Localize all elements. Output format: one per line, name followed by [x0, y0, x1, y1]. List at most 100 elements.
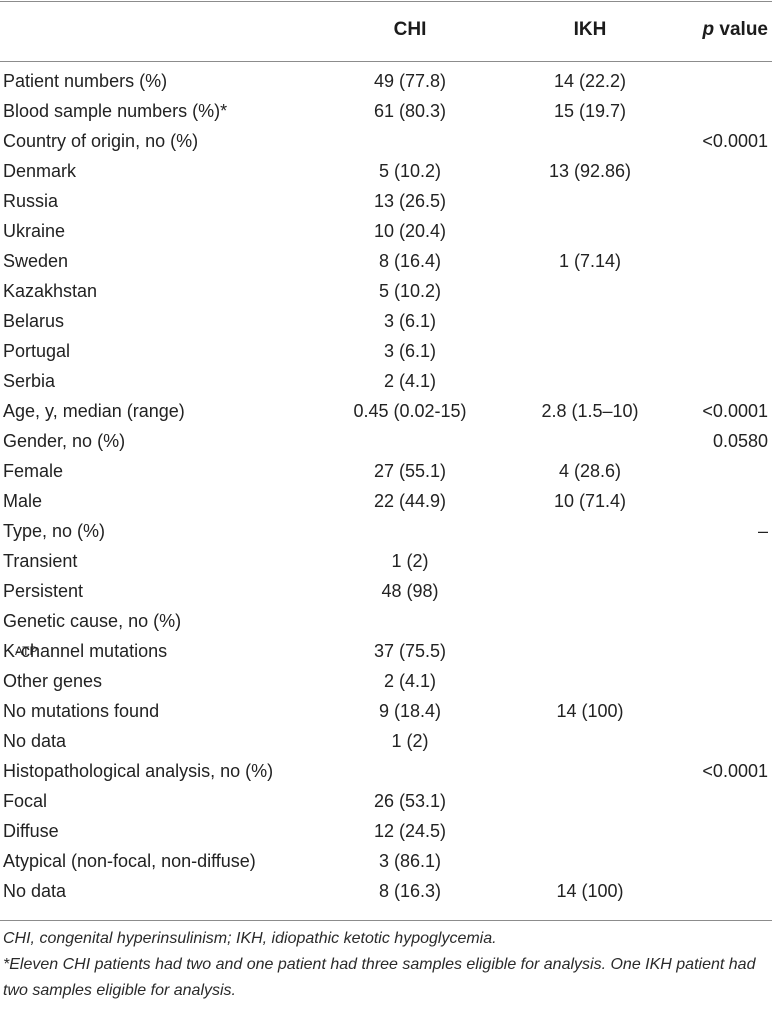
table-row: Portugal 3 (6.1): [0, 336, 772, 366]
p-value-text: value: [714, 19, 768, 40]
table-row: Denmark 5 (10.2) 13 (92.86): [0, 156, 772, 186]
table-row: Diffuse 12 (24.5): [0, 816, 772, 846]
row-label: Other genes: [3, 671, 103, 691]
cell-chi: 1 (2): [391, 551, 429, 571]
row-label: Kazakhstan: [3, 281, 98, 301]
row-label-subscript: ATP: [15, 644, 38, 658]
row-label: Belarus: [3, 311, 65, 331]
table-row: Atypical (non-focal, non-diffuse) 3 (86.1…: [0, 846, 772, 876]
row-label: Denmark: [3, 161, 77, 181]
table-row: No data 8 (16.3) 14 (100): [0, 876, 772, 906]
cell-ikh: 14 (22.2): [553, 71, 627, 91]
column-header-p-value: p value: [660, 15, 768, 45]
table-row: Patient numbers (%) 49 (77.8) 14 (22.2): [0, 66, 772, 96]
cell-ikh: 2.8 (1.5–10): [541, 401, 639, 421]
column-header-ikh: IKH: [573, 19, 607, 40]
cell-p-value: <0.0001: [702, 401, 768, 421]
p-symbol: p: [702, 19, 715, 40]
cell-ikh: 15 (19.7): [553, 101, 627, 121]
cell-chi: 3 (6.1): [383, 311, 437, 331]
table-row: Age, y, median (range) 0.45 (0.02-15) 2.8 …: [0, 396, 772, 426]
table-row: Focal 26 (53.1): [0, 786, 772, 816]
table-row: Transient 1 (2): [0, 546, 772, 576]
row-label: Portugal: [3, 341, 71, 361]
table-bottom-rule: [0, 920, 772, 921]
cell-chi: 26 (53.1): [373, 791, 447, 811]
row-label: Focal: [3, 791, 48, 811]
cell-chi: 48 (98): [381, 581, 439, 601]
cell-chi: 2 (4.1): [383, 671, 437, 691]
table-row: Serbia 2 (4.1): [0, 366, 772, 396]
cell-p-value: –: [757, 521, 768, 541]
table-row: Ukraine 10 (20.4): [0, 216, 772, 246]
header-rule: [0, 61, 772, 62]
cell-chi: 5 (10.2): [378, 281, 442, 301]
table-body: Patient numbers (%) 49 (77.8) 14 (22.2) Blo…: [0, 66, 772, 906]
table-row: Sweden 8 (16.4) 1 (7.14): [0, 246, 772, 276]
table-row: Male 22 (44.9) 10 (71.4): [0, 486, 772, 516]
table-row: Other genes 2 (4.1): [0, 666, 772, 696]
table-row: Belarus 3 (6.1): [0, 306, 772, 336]
row-label: Male: [3, 491, 43, 511]
table-row: No data 1 (2): [0, 726, 772, 756]
row-label: Russia: [3, 191, 59, 211]
cell-chi: 22 (44.9): [373, 491, 447, 511]
cell-chi: 13 (26.5): [373, 191, 447, 211]
row-label: No mutations found: [3, 701, 160, 721]
row-label: Sweden: [3, 251, 69, 271]
row-label: Age, y, median (range): [3, 401, 185, 421]
cell-ikh: 1 (7.14): [558, 251, 622, 271]
table-row: Russia 13 (26.5): [0, 186, 772, 216]
table-row: Female 27 (55.1) 4 (28.6): [0, 456, 772, 486]
row-label: No data: [3, 881, 67, 901]
row-label: Persistent: [3, 581, 84, 601]
row-label: Ukraine: [3, 221, 66, 241]
cell-ikh: 14 (100): [556, 881, 624, 901]
cell-chi: 10 (20.4): [373, 221, 447, 241]
cell-chi: 12 (24.5): [373, 821, 447, 841]
cell-chi: 8 (16.4): [378, 251, 442, 271]
row-label: No data: [3, 731, 67, 751]
cell-ikh: 10 (71.4): [553, 491, 627, 511]
row-label: Female: [3, 461, 64, 481]
row-label: Atypical (non-focal, non-diffuse): [3, 851, 256, 871]
table-row: Genetic cause, no (%): [0, 606, 772, 636]
cell-ikh: 14 (100): [556, 701, 624, 721]
row-label: Histopathological analysis, no (%): [3, 761, 274, 781]
table-row: Gender, no (%) 0.0580: [0, 426, 772, 456]
table-top-rule: [0, 1, 772, 2]
table-row: Histopathological analysis, no (%) <0.000…: [0, 756, 772, 786]
cell-p-value: <0.0001: [702, 131, 768, 151]
row-label: Type, no (%): [3, 521, 106, 541]
table-footnotes: CHI, congenital hyperinsulinism; IKH, id…: [3, 926, 768, 1004]
cell-chi: 2 (4.1): [383, 371, 437, 391]
table-row: Type, no (%) –: [0, 516, 772, 546]
cell-chi: 8 (16.3): [378, 881, 442, 901]
abbreviations-footnote: CHI, congenital hyperinsulinism; IKH, id…: [3, 930, 497, 947]
table-row: Country of origin, no (%) <0.0001: [0, 126, 772, 156]
asterisk-footnote: *Eleven CHI patients had two and one pat…: [3, 956, 756, 999]
row-label: Transient: [3, 551, 78, 571]
row-label: Gender, no (%): [3, 431, 126, 451]
table-row: No mutations found 9 (18.4) 14 (100): [0, 696, 772, 726]
column-header-chi: CHI: [393, 19, 427, 40]
row-label: Blood sample numbers (%)*: [3, 101, 228, 121]
row-label: K ATP -channel mutations: [3, 636, 167, 666]
table-row: Kazakhstan 5 (10.2): [0, 276, 772, 306]
cell-chi: 9 (18.4): [378, 701, 442, 721]
table-row: Blood sample numbers (%)* 61 (80.3) 15 (19…: [0, 96, 772, 126]
row-label: Patient numbers (%): [3, 71, 168, 91]
cell-ikh: 4 (28.6): [558, 461, 622, 481]
cell-chi: 27 (55.1): [373, 461, 447, 481]
cell-chi: 5 (10.2): [378, 161, 442, 181]
row-label: Serbia: [3, 371, 56, 391]
row-label: Diffuse: [3, 821, 59, 841]
cell-chi: 49 (77.8): [373, 71, 447, 91]
cell-chi: 3 (86.1): [378, 851, 442, 871]
cell-p-value: <0.0001: [702, 761, 768, 781]
cell-chi: 61 (80.3): [373, 101, 447, 121]
cell-ikh: 13 (92.86): [548, 161, 632, 181]
row-label: Country of origin, no (%): [3, 131, 199, 151]
table-row: K ATP -channel mutations 37 (75.5): [0, 636, 772, 666]
cell-chi: 0.45 (0.02-15): [353, 401, 467, 421]
